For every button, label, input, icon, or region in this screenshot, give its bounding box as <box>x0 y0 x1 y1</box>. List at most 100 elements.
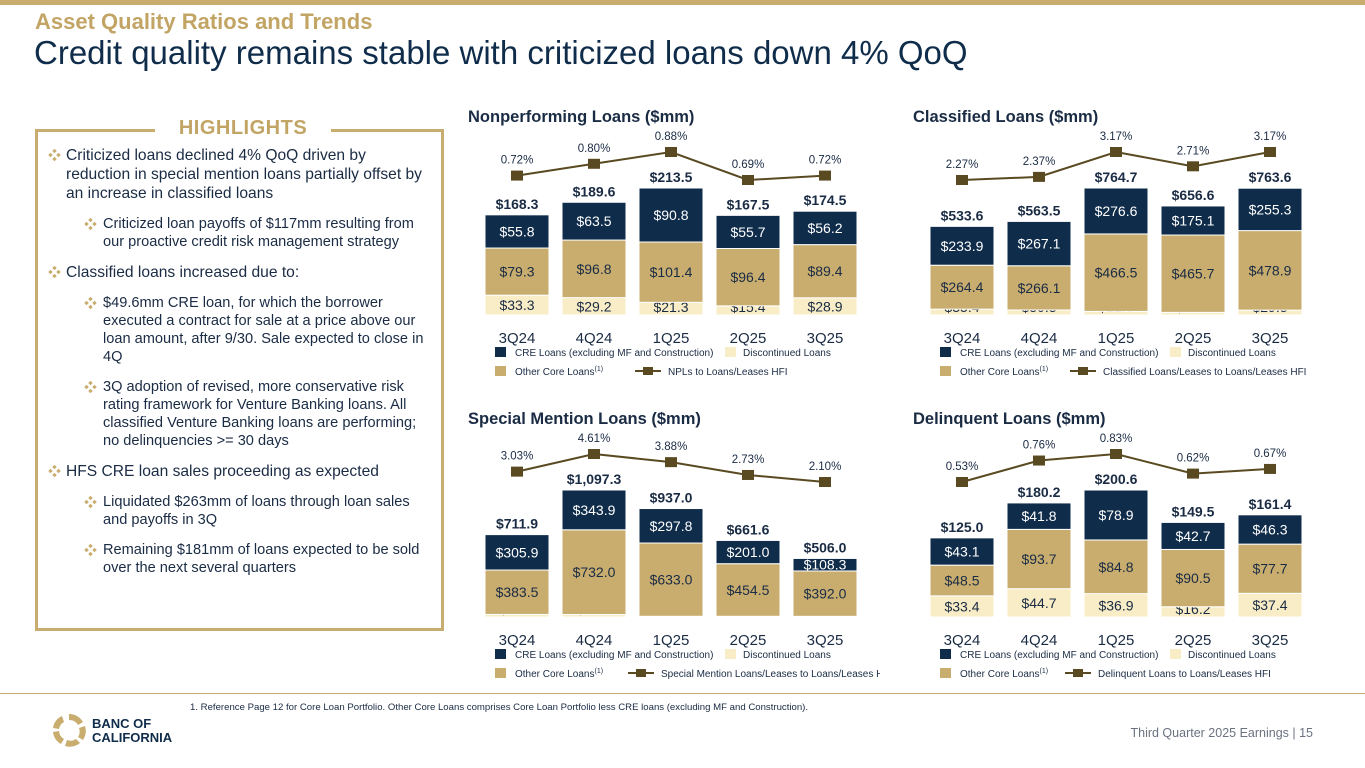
ratio-marker <box>1264 147 1276 157</box>
total-label: $149.5 <box>1172 503 1215 519</box>
legend-ratio: Classified Loans/Leases to Loans/Leases … <box>1103 367 1306 378</box>
ratio-label: 0.67% <box>1254 448 1287 460</box>
highlight-text: 3Q adoption of revised, more conservativ… <box>103 379 417 449</box>
data-label: $90.8 <box>653 207 688 223</box>
x-axis-label: 3Q24 <box>499 330 536 347</box>
bar-segment <box>638 508 704 544</box>
data-label: $96.4 <box>730 269 765 285</box>
ratio-marker <box>1033 455 1045 466</box>
ratio-marker <box>742 175 754 185</box>
bar-segment <box>1083 187 1149 235</box>
x-axis-label: 3Q25 <box>807 632 844 649</box>
top-accent-bar <box>0 0 1365 5</box>
x-axis-label: 1Q25 <box>1098 330 1135 347</box>
bar-segment <box>1237 187 1303 232</box>
legend-swatch-discontinued <box>1170 649 1181 659</box>
data-label: $21.3 <box>653 299 688 315</box>
bar-segment <box>715 247 781 307</box>
data-label: $276.6 <box>1095 203 1138 219</box>
data-label: $465.7 <box>1172 266 1215 282</box>
footnote: 1. Reference Page 12 for Core Loan Portf… <box>190 702 809 713</box>
x-axis-label: 1Q25 <box>653 330 690 347</box>
total-label: $189.6 <box>573 183 616 199</box>
legend-footnote-ref: (1) <box>1040 366 1049 373</box>
bar-segment <box>792 570 858 617</box>
legend-swatch-other-core <box>940 366 951 376</box>
highlight-text: Classified loans increased due to: <box>66 264 300 281</box>
highlight-item: HFS CRE loan sales proceeding as expecte… <box>48 462 428 481</box>
legend-marker-ratio <box>1073 669 1083 677</box>
bar-segment <box>929 537 995 566</box>
highlight-text: Liquidated $263mm of loans through loan … <box>103 494 410 528</box>
diamond-bullet-icon <box>84 496 97 509</box>
ratio-marker <box>1264 463 1276 474</box>
data-label: $36.9 <box>1098 597 1133 613</box>
highlight-text: $49.6mm CRE loan, for which the borrower… <box>103 295 424 365</box>
legend-swatch-other-core <box>495 366 506 376</box>
total-label: $506.0 <box>804 539 847 555</box>
data-label: $42.7 <box>1175 528 1210 544</box>
highlight-item: 3Q adoption of revised, more conservativ… <box>48 378 428 450</box>
highlight-item: $49.6mm CRE loan, for which the borrower… <box>48 294 428 366</box>
legend-cre: CRE Loans (excluding MF and Construction… <box>960 348 1158 359</box>
data-label: $266.1 <box>1018 280 1061 296</box>
data-label: $264.4 <box>941 279 984 295</box>
legend-marker-ratio <box>643 367 653 375</box>
total-label: $200.6 <box>1095 471 1138 487</box>
highlights-list: Criticized loans declined 4% QoQ driven … <box>48 146 428 589</box>
highlight-item: Remaining $181mm of loans expected to be… <box>48 541 428 577</box>
ratio-marker <box>956 477 968 487</box>
legend-footnote-ref: (1) <box>1040 668 1049 675</box>
highlight-item: Criticized loans declined 4% QoQ driven … <box>48 146 428 203</box>
logo-line-2: CALIFORNIA <box>92 730 173 745</box>
ratio-marker <box>511 170 523 181</box>
x-axis-label: 1Q25 <box>653 632 690 649</box>
total-label: $937.0 <box>650 490 693 506</box>
data-label: $55.7 <box>730 224 765 240</box>
legend-ratio: Special Mention Loans/Leases to Loans/Le… <box>661 669 880 680</box>
ratio-marker <box>511 466 523 477</box>
chart-special-mention-loans: Special Mention Loans ($mm)$22.4$383.5$3… <box>468 410 880 680</box>
section-subtitle: Asset Quality Ratios and Trends <box>35 9 373 34</box>
bar-segment <box>715 563 781 617</box>
legend-footnote-ref: (1) <box>595 668 604 675</box>
data-label: $43.1 <box>944 544 979 560</box>
ratio-label: 2.37% <box>1023 156 1056 168</box>
legend-other-core: Other Core Loans(1) <box>960 668 1048 680</box>
legend-cre: CRE Loans (excluding MF and Construction… <box>960 650 1158 661</box>
ratio-marker <box>1110 449 1122 459</box>
ratio-label: 3.03% <box>501 451 534 463</box>
total-label: $661.6 <box>727 521 770 537</box>
bar-segment <box>715 214 781 249</box>
ratio-label: 3.17% <box>1254 131 1287 143</box>
chart-title: Classified Loans ($mm) <box>913 108 1098 126</box>
bar-segment <box>561 239 627 299</box>
data-label: $48.5 <box>944 573 979 589</box>
ratio-label: 2.10% <box>809 461 842 473</box>
bar-segment <box>792 210 858 246</box>
logo-wordmark: BANC OF CALIFORNIA <box>92 717 172 745</box>
legend-swatch-cre <box>495 347 506 357</box>
data-label: $392.0 <box>804 586 847 602</box>
total-label: $174.5 <box>804 192 847 208</box>
bar-segment <box>792 244 858 299</box>
footer-divider <box>0 693 1365 694</box>
bar-segment <box>1006 265 1072 311</box>
highlight-item: Classified loans increased due to: <box>48 263 428 282</box>
page-title: Credit quality remains stable with criti… <box>34 34 968 71</box>
logo-line-1: BANC OF <box>92 716 152 731</box>
highlight-item: Criticized loan payoffs of $117mm result… <box>48 215 428 251</box>
ratio-marker <box>665 457 677 468</box>
data-label: $77.7 <box>1252 561 1287 577</box>
x-axis-label: 2Q25 <box>730 632 767 649</box>
ratio-label: 0.69% <box>732 159 765 171</box>
legend-swatch-cre <box>940 649 951 659</box>
ratio-label: 4.61% <box>578 433 611 445</box>
diamond-bullet-icon <box>84 544 97 557</box>
x-axis-label: 3Q24 <box>944 330 981 347</box>
total-label: $764.7 <box>1095 169 1138 185</box>
ratio-label: 0.72% <box>809 155 842 167</box>
chart-title: Special Mention Loans ($mm) <box>468 410 701 428</box>
data-label: $29.2 <box>576 298 611 314</box>
bar-segment <box>638 241 704 303</box>
